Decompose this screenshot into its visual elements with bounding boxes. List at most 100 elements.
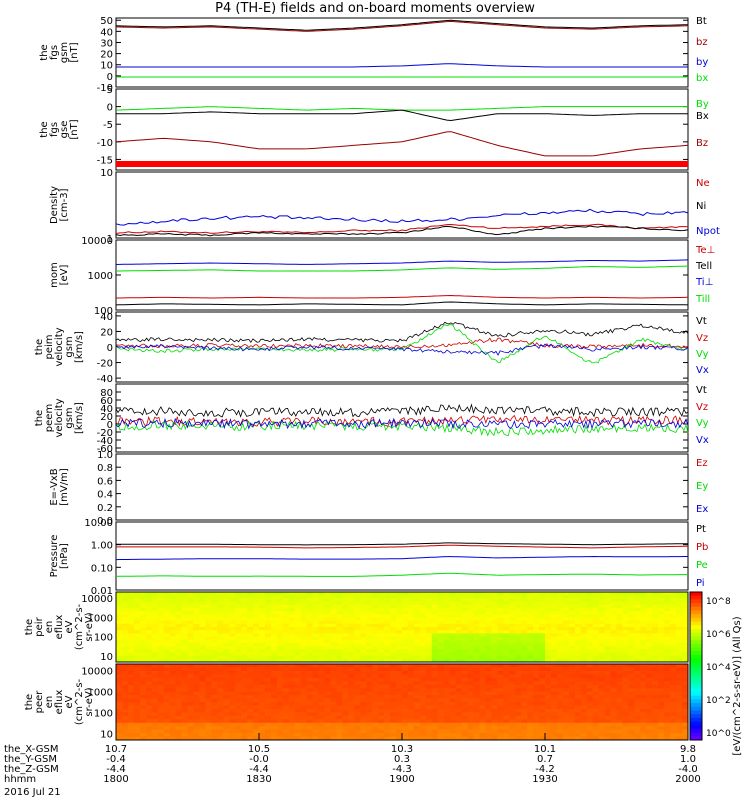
heatmap-cell	[670, 604, 677, 609]
heatmap-cell	[413, 684, 421, 689]
heatmap-cell	[586, 674, 594, 679]
heatmap-cell	[360, 688, 367, 693]
heatmap-cell	[604, 620, 612, 625]
heatmap-cell	[527, 688, 534, 693]
heatmap-cell	[509, 639, 516, 644]
heatmap-cell	[348, 592, 355, 596]
heatmap-cell	[175, 736, 183, 741]
heatmap-cell	[133, 674, 141, 679]
heatmap-cell	[402, 633, 409, 638]
heatmap-cell	[187, 670, 194, 675]
y-axis-label: the	[39, 44, 50, 60]
y-tick-label: -60	[97, 444, 113, 455]
heatmap-cell	[127, 649, 135, 653]
heatmap-cell	[348, 649, 355, 653]
heatmap-cell	[479, 715, 486, 720]
heatmap-cell	[157, 617, 165, 622]
heatmap-cell	[276, 708, 284, 713]
heatmap-cell	[652, 646, 659, 650]
heatmap-cell	[682, 688, 689, 693]
heatmap-cell	[241, 601, 248, 606]
heatmap-cell	[288, 642, 296, 647]
heatmap-cell	[247, 681, 254, 686]
heatmap-cell	[682, 642, 689, 647]
heatmap-cell	[652, 592, 659, 596]
heatmap-cell	[199, 688, 206, 693]
heatmap-cell	[193, 592, 200, 596]
heatmap-cell	[348, 614, 355, 618]
heatmap-cell	[545, 695, 552, 700]
chart-title: P4 (TH-E) fields and on-board moments ov…	[215, 1, 535, 16]
heatmap-cell	[574, 698, 582, 703]
heatmap-cell	[276, 719, 284, 724]
heatmap-cell	[473, 655, 480, 660]
heatmap-cell	[264, 722, 272, 727]
heatmap-cell	[145, 670, 153, 675]
heatmap-cell	[628, 617, 635, 622]
heatmap-cell	[670, 726, 677, 731]
heatmap-cell	[175, 623, 183, 628]
heatmap-cell	[413, 726, 421, 731]
heatmap-cell	[497, 702, 504, 706]
heatmap-cell	[449, 726, 457, 731]
heatmap-cell	[294, 649, 302, 653]
heatmap-cell	[175, 684, 183, 689]
heatmap-cell	[509, 719, 516, 724]
heatmap-cell	[497, 642, 504, 647]
heatmap-cell	[253, 691, 260, 696]
heatmap-cell	[539, 639, 546, 644]
heatmap-cell	[270, 681, 278, 686]
heatmap-cell	[402, 667, 409, 672]
y-tick-label: 40	[100, 27, 113, 38]
heatmap-cell	[312, 639, 320, 644]
heatmap-cell	[616, 620, 623, 625]
heatmap-cell	[586, 604, 594, 609]
heatmap-cell	[133, 729, 141, 734]
heatmap-cell	[294, 630, 302, 634]
heatmap-cell	[527, 726, 534, 731]
heatmap-cell	[676, 702, 683, 706]
heatmap-cell	[360, 667, 367, 672]
heatmap-cell	[473, 670, 480, 675]
heatmap-cell	[294, 677, 302, 682]
heatmap-cell	[270, 611, 278, 615]
heatmap-cell	[580, 639, 588, 644]
heatmap-cell	[634, 652, 641, 657]
heatmap-cell	[378, 719, 385, 724]
heatmap-cell	[139, 623, 147, 628]
y-axis-label: [nPa]	[59, 543, 70, 569]
heatmap-cell	[568, 614, 576, 618]
heatmap-cell	[324, 712, 331, 717]
heatmap-cell	[533, 604, 540, 609]
heatmap-cell	[247, 670, 254, 675]
heatmap-cell	[479, 592, 486, 596]
heatmap-cell	[670, 636, 677, 641]
heatmap-cell	[336, 698, 343, 703]
heatmap-cell	[193, 604, 200, 609]
heatmap-cell	[336, 674, 343, 679]
heatmap-cell	[187, 620, 194, 625]
heatmap-cell	[527, 712, 534, 717]
heatmap-cell	[336, 705, 343, 710]
heatmap-cell	[461, 595, 469, 599]
heatmap-cell	[127, 691, 135, 696]
heatmap-cell	[521, 695, 528, 700]
heatmap-cell	[628, 627, 635, 631]
heatmap-cell	[253, 726, 260, 731]
heatmap-cell	[425, 642, 433, 647]
heatmap-cell	[193, 729, 200, 734]
heatmap-cell	[139, 729, 147, 734]
heatmap-cell	[533, 611, 540, 615]
heatmap-cell	[300, 633, 308, 638]
heatmap-cell	[616, 598, 623, 603]
heatmap-cell	[366, 655, 373, 660]
heatmap-cell	[211, 598, 218, 603]
heatmap-cell	[634, 736, 641, 741]
heatmap-cell	[211, 627, 218, 631]
heatmap-cell	[550, 636, 558, 641]
heatmap-cell	[574, 712, 582, 717]
heatmap-cell	[467, 677, 474, 682]
heatmap-cell	[354, 614, 361, 618]
heatmap-cell	[324, 649, 331, 653]
heatmap-cell	[556, 726, 564, 731]
